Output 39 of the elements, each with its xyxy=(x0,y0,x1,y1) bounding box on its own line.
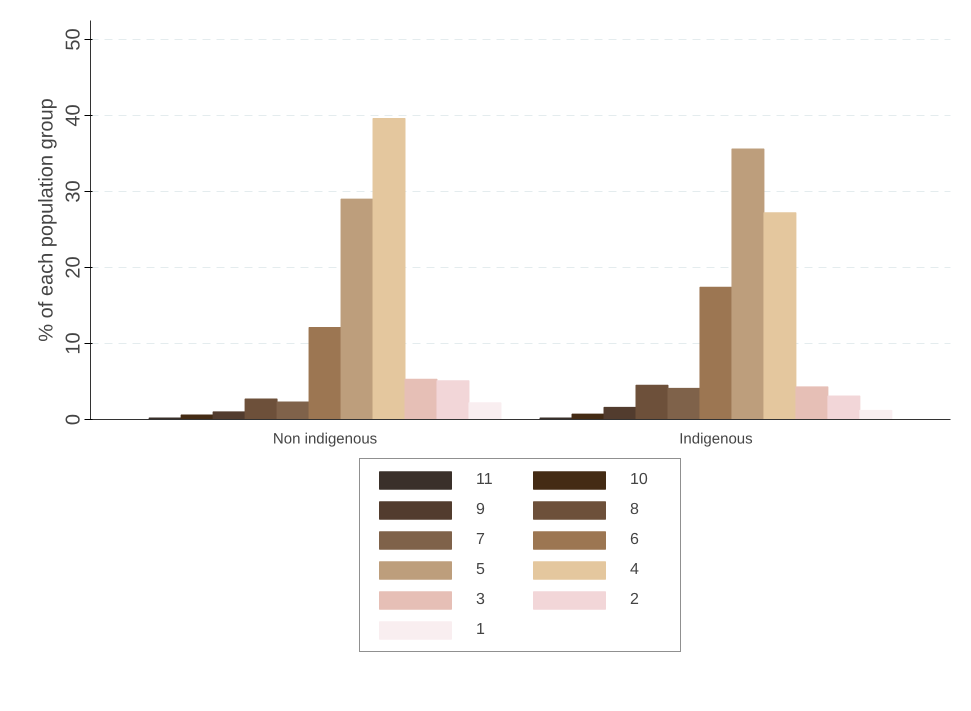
bar xyxy=(308,327,342,420)
bar xyxy=(572,414,605,420)
legend-label: 6 xyxy=(630,531,640,549)
bar xyxy=(436,380,470,420)
bar xyxy=(667,388,700,420)
bar xyxy=(372,118,406,420)
y-tick-label: 0 xyxy=(62,414,84,426)
legend-label: 1 xyxy=(476,621,486,639)
bar xyxy=(635,384,668,420)
x-tick-label: Non indigenous xyxy=(272,430,378,448)
y-tick-label: 10 xyxy=(62,332,84,355)
bar xyxy=(404,378,438,420)
bar xyxy=(604,406,636,420)
y-tick-label: 30 xyxy=(62,180,84,203)
bar xyxy=(827,395,860,420)
bar xyxy=(763,212,796,420)
y-axis-title: % of each population group xyxy=(36,98,58,342)
legend-label: 7 xyxy=(476,531,486,549)
legend-label: 8 xyxy=(630,501,640,519)
bar xyxy=(468,402,502,420)
legend-label: 10 xyxy=(630,471,649,489)
bar xyxy=(795,386,828,420)
y-tick-label: 40 xyxy=(62,104,84,127)
bar xyxy=(699,286,732,420)
legend-label: 2 xyxy=(630,591,640,609)
bar xyxy=(244,398,278,420)
bar xyxy=(340,198,374,420)
y-tick-label: 50 xyxy=(62,28,84,51)
legend-label: 4 xyxy=(630,561,640,579)
y-tick-label: 20 xyxy=(62,256,84,279)
bar xyxy=(859,410,892,420)
bar xyxy=(212,411,246,420)
bar xyxy=(731,148,764,420)
legend-label: 11 xyxy=(476,471,494,489)
legend-label: 3 xyxy=(476,591,486,609)
x-tick-label: Indigenous xyxy=(679,430,753,448)
bar xyxy=(276,402,310,420)
legend-label: 5 xyxy=(476,561,486,579)
legend-label: 9 xyxy=(476,501,486,519)
